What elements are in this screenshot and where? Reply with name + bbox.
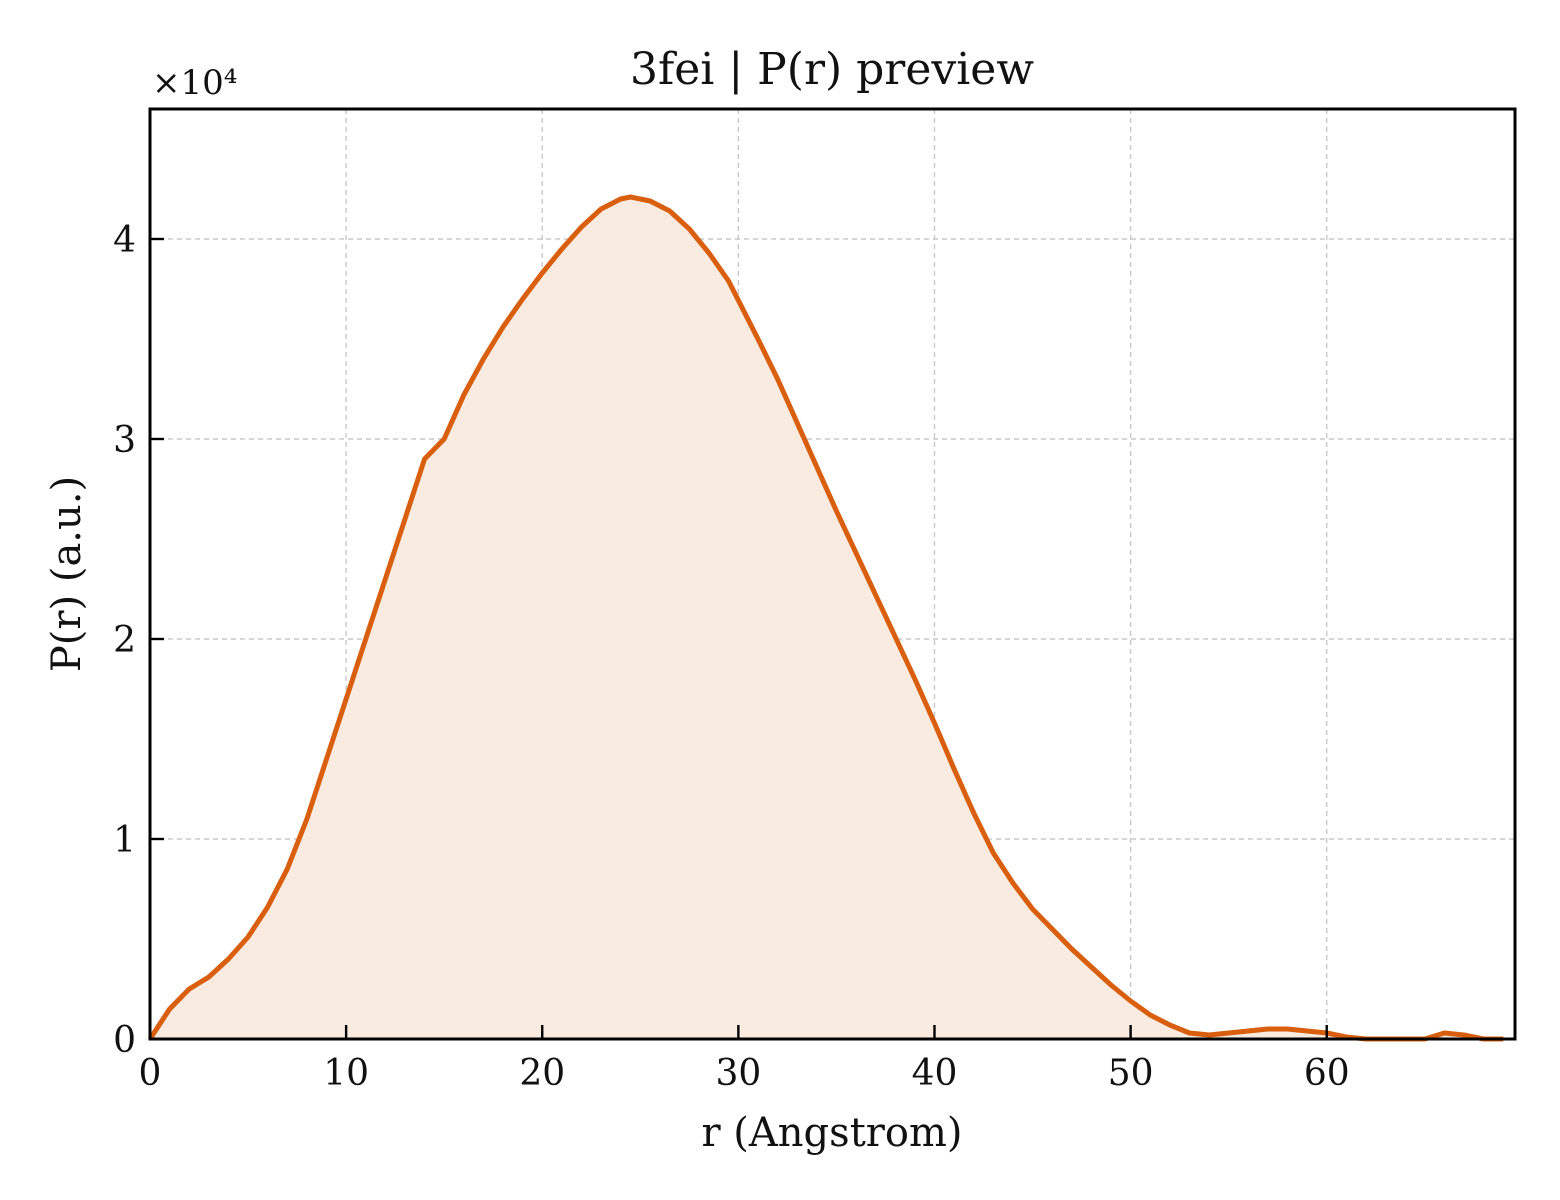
y-tick-label: 4 [113,220,136,261]
y-tick-label: 1 [113,820,136,861]
ticks: 0 10 20 30 40 50 60 0 1 2 3 4 [113,220,1350,1094]
y-tick-label: 3 [113,420,136,461]
x-tick-label: 10 [323,1053,369,1094]
x-tick-label: 60 [1304,1053,1350,1094]
area-fill [150,197,1504,1039]
x-tick-label: 50 [1108,1053,1154,1094]
y-offset-label: ×10⁴ [152,63,237,103]
y-axis-label: P(r) (a.u.) [44,476,90,672]
x-tick-label: 40 [912,1053,958,1094]
x-tick-label: 20 [519,1053,565,1094]
x-tick-label: 30 [715,1053,761,1094]
y-tick-label: 0 [113,1020,136,1061]
x-axis-label: r (Angstrom) [701,1110,962,1156]
y-tick-label: 2 [113,620,136,661]
plot-frame [148,107,1517,1041]
x-tick-label: 0 [139,1053,162,1094]
pr-series-line [147,194,1504,1042]
chart-title: 3fei | P(r) preview [630,44,1034,95]
